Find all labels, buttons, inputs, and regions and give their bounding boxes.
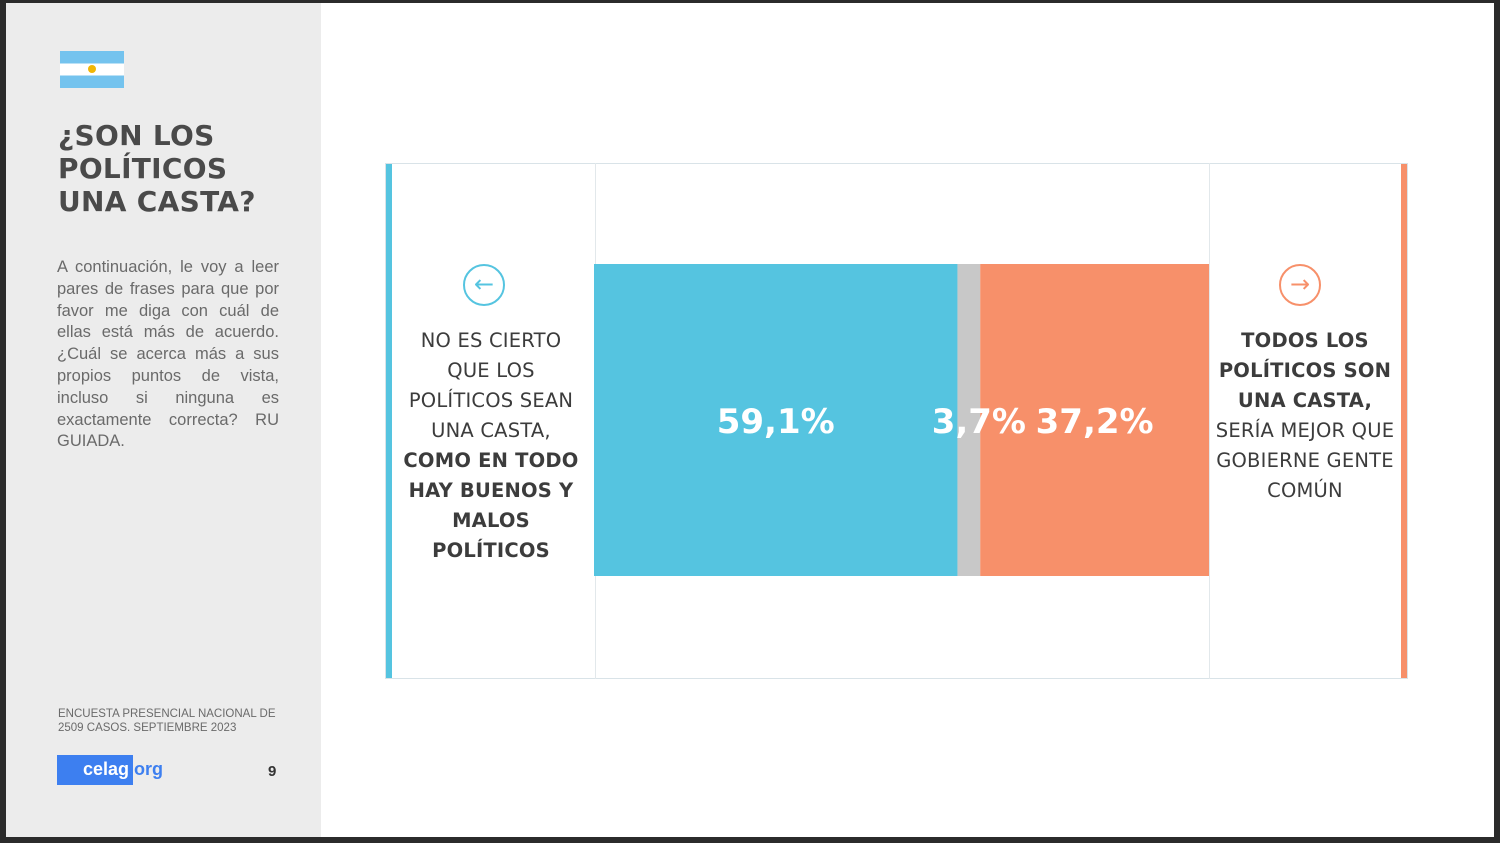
sidebar: ¿SON LOS POLÍTICOS UNA CASTA? A continua… — [6, 3, 321, 837]
bar-segment-0 — [594, 264, 958, 576]
celag-logo: celag.org — [57, 755, 217, 785]
chart-frame — [385, 163, 1408, 679]
page-title: ¿SON LOS POLÍTICOS UNA CASTA? — [58, 119, 308, 218]
page-number: 9 — [268, 763, 277, 780]
left-statement-bold: COMO EN TODO HAY BUENOS Y MALOS POLÍTICO… — [403, 449, 579, 562]
right-statement-normal: SERÍA MEJOR QUE GOBIERNE GENTE COMÚN — [1215, 419, 1395, 502]
bar-segment-2 — [980, 264, 1209, 576]
title-line: ¿SON LOS — [58, 119, 215, 152]
question-description: A continuación, le voy a leer pares de f… — [57, 258, 279, 451]
divider-right — [1209, 163, 1210, 679]
left-statement: NO ES CIERTO QUE LOS POLÍTICOS SEAN UNA … — [402, 326, 580, 566]
frame-edge-right — [1401, 164, 1407, 678]
title-line: UNA CASTA? — [58, 185, 256, 218]
left-statement-normal: NO ES CIERTO QUE LOS POLÍTICOS SEAN UNA … — [408, 329, 574, 442]
logo-main: celag — [83, 759, 130, 779]
data-label-0: 59,1% — [717, 402, 835, 442]
frame-edge-left — [386, 164, 392, 678]
slide: ¿SON LOS POLÍTICOS UNA CASTA? A continua… — [6, 3, 1494, 837]
title-line: POLÍTICOS — [58, 152, 228, 185]
right-statement-bold: TODOS LOS POLÍTICOS SON UNA CASTA, — [1218, 329, 1392, 412]
bar-segment-1 — [957, 264, 981, 576]
arrow-right-circle-icon: → — [1279, 264, 1321, 306]
data-label-1: 3,7% — [932, 402, 1026, 442]
data-label-2: 37,2% — [1036, 402, 1154, 442]
right-statement: TODOS LOS POLÍTICOS SON UNA CASTA, SERÍA… — [1210, 326, 1400, 506]
arrow-left-circle-icon: ← — [463, 264, 505, 306]
argentina-flag-icon — [60, 51, 124, 88]
survey-source: ENCUESTA PRESENCIAL NACIONAL DE 2509 CAS… — [58, 708, 276, 734]
logo-suffix: .org — [129, 759, 164, 779]
